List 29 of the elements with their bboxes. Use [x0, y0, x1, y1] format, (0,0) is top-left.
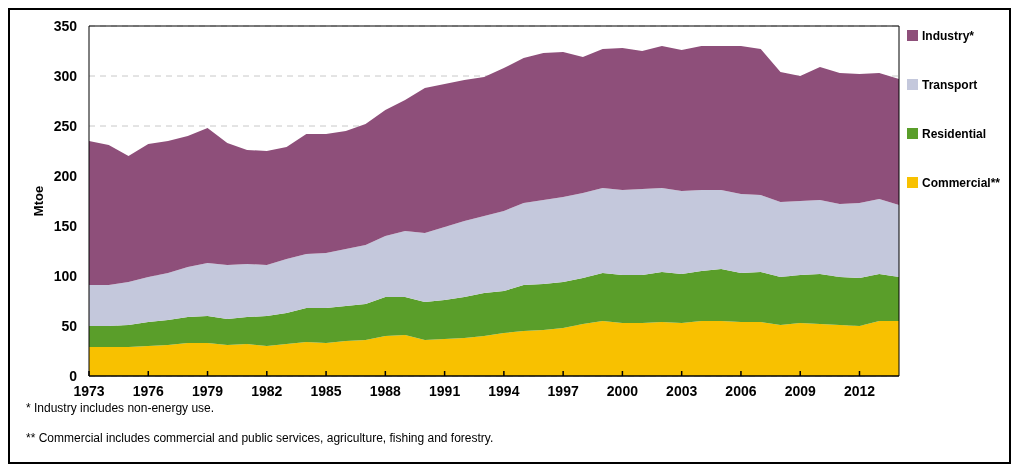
x-tick-label: 1973 [73, 383, 105, 399]
x-tick-label: 1976 [132, 383, 165, 399]
x-tick-label: 2012 [843, 383, 876, 399]
x-tick-label: 1994 [488, 383, 520, 399]
x-tick-label: 1988 [369, 383, 402, 399]
legend-label: Transport [922, 78, 978, 93]
x-tick-label: 1982 [251, 383, 283, 399]
x-tick-label: 2003 [666, 383, 698, 399]
x-tick-label: 2009 [784, 383, 816, 399]
x-tick-label: 1997 [547, 383, 579, 399]
x-tick-label: 2006 [725, 383, 757, 399]
x-tick-label: 1991 [429, 383, 461, 399]
x-tick-label: 1985 [310, 383, 342, 399]
x-tick-label: 1979 [191, 383, 224, 399]
y-tick-label: 150 [53, 217, 78, 234]
text: * Industry includes non-energy use. [26, 401, 215, 416]
y-axis-title: Mtoe [31, 185, 46, 217]
y-tick-label: 350 [53, 17, 78, 34]
y-tick-label: 200 [53, 167, 78, 184]
text: ** Commercial includes commercial and public services, agriculture, fishing and forestry. [26, 431, 494, 446]
legend-label: Industry* [922, 29, 975, 44]
y-tick-label: 50 [61, 317, 78, 334]
y-tick-label: 250 [53, 117, 78, 134]
y-tick-label: 100 [53, 267, 78, 284]
legend-label: Residential [922, 127, 987, 142]
y-tick-label: 0 [69, 367, 78, 384]
y-tick-label: 300 [53, 67, 78, 84]
legend-label: Commercial** [922, 176, 1001, 191]
x-tick-label: 2000 [606, 383, 639, 399]
